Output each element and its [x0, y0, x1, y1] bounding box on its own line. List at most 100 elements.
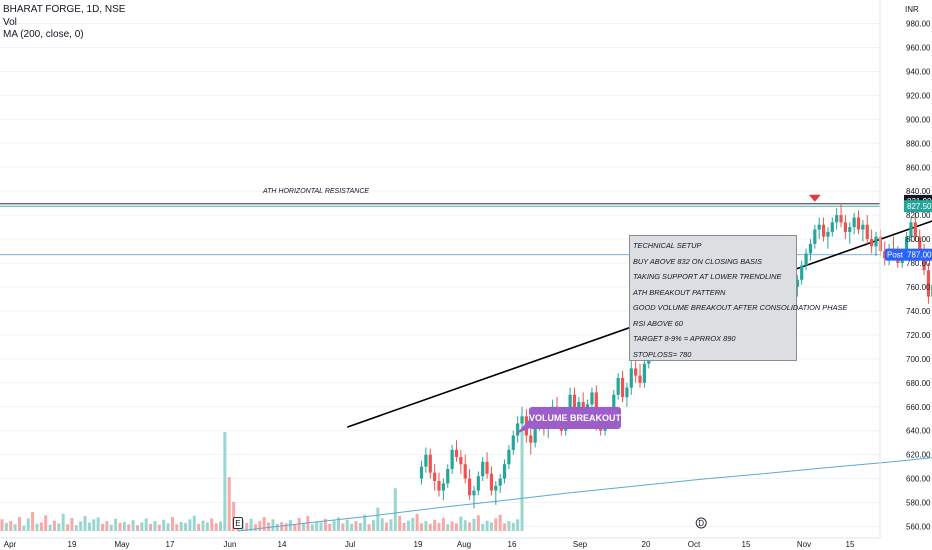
ath-resistance-label[interactable]: ATH HORIZONTAL RESISTANCE — [263, 188, 370, 195]
volume-bar — [153, 521, 157, 531]
price-tag — [904, 200, 932, 213]
volume-bar — [297, 517, 301, 531]
volume-bar — [223, 432, 227, 531]
volume-bar — [179, 522, 183, 531]
volume-bar — [232, 501, 236, 531]
volume-bar — [520, 429, 524, 531]
volume-bar — [433, 519, 437, 531]
symbol-title[interactable]: BHARAT FORGE, 1D, NSE — [3, 4, 126, 15]
dividend-marker-icon — [695, 517, 707, 529]
note-line: GOOD VOLUME BREAKOUT AFTER CONSOLIDATION… — [633, 303, 848, 312]
candle-body — [922, 253, 926, 271]
volume-bar — [61, 513, 65, 531]
candle-body — [826, 231, 830, 237]
volume-bar — [498, 514, 502, 531]
volume-bar — [258, 521, 262, 531]
volume-bar — [415, 513, 419, 531]
volume-bar — [293, 524, 297, 531]
note-line: ATH BREAKOUT PATTERN — [633, 287, 726, 297]
volume-bar — [437, 522, 441, 531]
volume-bar — [83, 516, 87, 531]
y-tick-label: 680.00 — [906, 379, 931, 388]
y-tick-label: 960.00 — [906, 44, 931, 53]
candle-body — [904, 236, 909, 254]
y-tick-label: 760.00 — [906, 283, 931, 292]
candle-body — [808, 243, 813, 254]
volume-bar — [0, 519, 4, 531]
volume-bar — [454, 523, 458, 531]
candle-body — [590, 392, 594, 405]
volume-bar — [184, 522, 188, 531]
volume-bar — [96, 517, 100, 531]
volume-bar — [441, 517, 445, 531]
volume-bar — [22, 525, 26, 531]
volume-bar — [494, 518, 498, 531]
volume-bar — [345, 519, 349, 531]
candle-body — [612, 394, 616, 412]
candle-body — [472, 490, 476, 496]
price-tag — [904, 248, 932, 261]
volume-bar — [420, 523, 424, 531]
y-tick-label: 900.00 — [906, 115, 931, 124]
volume-bar — [446, 524, 450, 531]
volume-bar — [468, 522, 472, 531]
candle-body — [821, 224, 826, 237]
x-tick-label: Aug — [457, 540, 471, 549]
candle-body — [533, 425, 537, 443]
event-marker-label: E — [235, 519, 240, 528]
volume-bar — [481, 523, 485, 531]
volume-bar — [323, 518, 327, 531]
x-tick-label: 19 — [414, 540, 423, 549]
candle-body — [454, 449, 459, 458]
note-line: BUY ABOVE 832 ON CLOSING BASIS — [633, 256, 762, 266]
volume-bar — [389, 519, 393, 531]
candle-body — [813, 229, 817, 244]
volume-bar — [328, 523, 332, 531]
volume-breakout-callout[interactable]: VOLUME BREAKOUT — [529, 407, 621, 429]
volume-bar — [280, 522, 284, 531]
candle-body — [870, 239, 874, 247]
event-markers: EDE — [232, 517, 707, 529]
session-tag — [885, 248, 905, 261]
candle-body — [433, 472, 437, 481]
candle-body — [446, 469, 450, 484]
x-tick-label: 15 — [846, 540, 855, 549]
technical-setup-note[interactable]: TECHNICAL SETUP BUY ABOVE 832 ON CLOSING… — [629, 235, 848, 361]
y-tick-label: 880.00 — [906, 139, 931, 148]
y-tick-label: 780.00 — [906, 259, 931, 268]
candle-body — [520, 416, 524, 424]
volume-bar — [507, 521, 511, 531]
ma-indicator-label[interactable]: MA (200, close, 0) — [3, 29, 84, 40]
y-tick-label: 840.00 — [906, 187, 931, 196]
candle-body — [918, 236, 922, 254]
x-tick-label: Oct — [688, 540, 701, 549]
candle-body — [476, 476, 480, 491]
volume-bar — [227, 477, 231, 531]
candle-body — [494, 485, 498, 491]
volume-bars — [0, 429, 524, 531]
volume-bar — [66, 524, 70, 531]
volume-bar — [74, 525, 78, 531]
volume-bar — [122, 522, 126, 531]
volume-bar — [4, 522, 8, 531]
time-axis: Apr 19 May 17 Jun 14 Jul 19 Aug 16 Sep 20 Oct 15 Nov 15 — [4, 540, 855, 549]
volume-bar — [354, 521, 358, 531]
volume-bar — [402, 522, 406, 531]
note-line: STOPLOSS= 780 — [633, 349, 692, 359]
event-marker-label: D — [698, 519, 704, 528]
volume-bar — [101, 523, 105, 531]
volume-bar — [170, 517, 174, 531]
volume-bar — [205, 522, 209, 531]
candle-body — [625, 387, 629, 398]
volume-bar — [79, 521, 83, 531]
candle-body — [848, 227, 852, 232]
volume-bar — [105, 521, 109, 531]
volume-bar — [284, 523, 288, 531]
x-tick-label: 16 — [508, 540, 517, 549]
volume-indicator-label[interactable]: Vol — [3, 16, 17, 28]
price-tag-label: 787.00 — [907, 251, 932, 260]
volume-bar — [144, 518, 148, 531]
volume-bar — [319, 522, 323, 531]
candle-body — [856, 217, 861, 230]
volume-bar — [450, 521, 454, 531]
